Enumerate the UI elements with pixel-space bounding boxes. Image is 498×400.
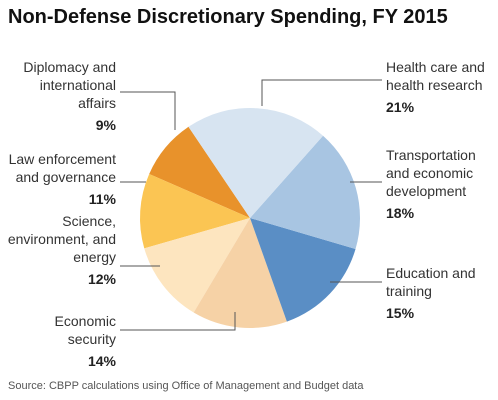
category-label: Transportation and economic development [386, 147, 476, 199]
value-label: 15% [386, 305, 415, 321]
category-label: Economic security [54, 313, 116, 347]
value-label: 12% [87, 271, 116, 287]
leader-line [261, 79, 382, 106]
value-label: 9% [95, 117, 116, 133]
leader-lines [120, 79, 382, 331]
category-label: Science, environment, and energy [7, 213, 116, 265]
pie-slice [250, 218, 356, 322]
pie-slice [139, 173, 250, 249]
category-label: Education and training [386, 265, 476, 299]
value-label: 18% [386, 205, 415, 221]
category-label: Diplomacy and international affairs [23, 59, 116, 111]
category-label: Law enforcement and governance [8, 151, 116, 185]
leader-line [120, 91, 176, 130]
chart-title: Non-Defense Discretionary Spending, FY 2… [8, 6, 448, 28]
slice-label: Transportation and economic development 1… [386, 146, 498, 222]
slice-label: Economic security 14% [4, 312, 116, 370]
value-label: 11% [88, 191, 116, 207]
pie-slice [149, 126, 250, 218]
category-label: Health care and health research [386, 59, 485, 93]
source-note: Source: CBPP calculations using Office o… [8, 380, 364, 392]
slice-label: Education and training 15% [386, 264, 498, 322]
pie-slice [250, 135, 360, 250]
slice-label: Diplomacy and international affairs 9% [4, 58, 116, 134]
pie-slice [193, 218, 287, 328]
pie-slice [144, 218, 250, 313]
pie-slice [188, 108, 324, 218]
slice-label: Law enforcement and governance 11% [4, 150, 116, 208]
value-label: 21% [386, 99, 415, 115]
slice-label: Science, environment, and energy 12% [4, 212, 116, 288]
value-label: 14% [87, 353, 116, 369]
slice-label: Health care and health research 21% [386, 58, 498, 116]
leader-line [120, 312, 236, 331]
